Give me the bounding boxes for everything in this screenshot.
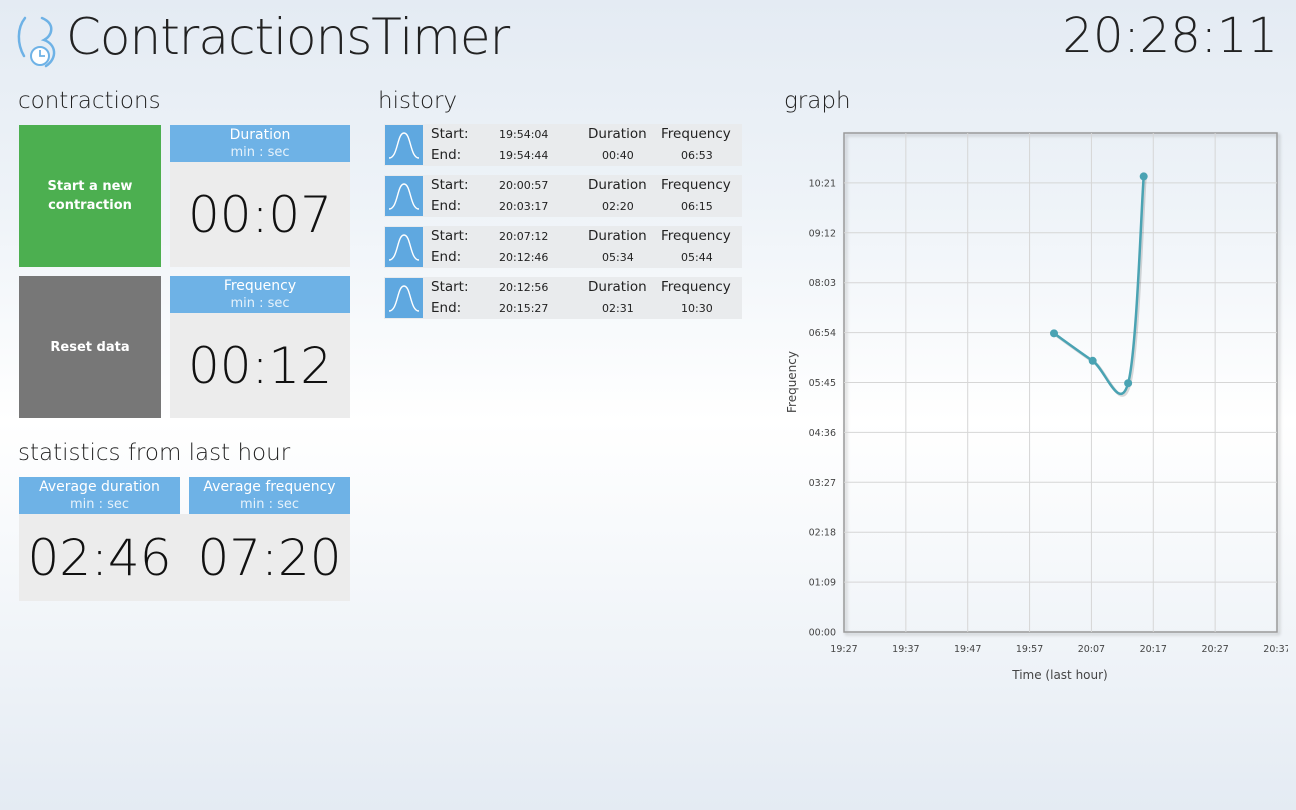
contraction-curve-icon	[385, 125, 423, 165]
average-duration-header: Average duration min : sec	[19, 477, 180, 515]
y-tick-label: 05:45	[809, 378, 836, 389]
history-row: Start: End: 20:07:12 20:12:46 Duration 05:34 F…	[384, 226, 742, 268]
row-duration: 02:31	[602, 302, 634, 315]
frequency-chart: 19:27 19:37 19:47 19:57 20:07 20:17 20:27 20:37…	[785, 132, 1288, 682]
y-tick-label: 03:27	[809, 478, 836, 489]
chart-grid	[844, 133, 1277, 632]
end-label: End:	[431, 147, 462, 163]
row-frequency: 06:15	[681, 200, 713, 213]
history-heading: history	[378, 88, 458, 114]
end-label: End:	[431, 300, 462, 316]
duration-title: Duration	[229, 127, 291, 143]
contraction-curve-icon	[385, 278, 423, 318]
duration-value: 00:07	[170, 162, 350, 267]
start-button-label: Start a new contraction	[47, 179, 133, 213]
average-duration-title: Average duration	[39, 479, 160, 495]
x-tick-label: 19:57	[1016, 644, 1043, 655]
duration-label: Duration	[588, 228, 647, 244]
start-time: 20:00:57	[499, 179, 549, 192]
row-frequency: 10:30	[681, 302, 713, 315]
average-duration-unit: min : sec	[69, 497, 130, 512]
x-tick-label: 19:47	[954, 644, 981, 655]
end-time: 20:12:46	[499, 251, 549, 264]
pregnancy-clock-icon	[17, 16, 56, 68]
history-row: Start: End: 19:54:04 19:54:44 Duration 00:40 F…	[384, 124, 742, 166]
y-axis-label: Frequency	[785, 351, 799, 413]
row-duration: 00:40	[602, 149, 634, 162]
y-tick-label: 10:21	[809, 178, 836, 189]
average-duration-value: 02:46	[27, 528, 172, 587]
y-axis-ticks: 00:00 01:09 02:18 03:27 04:36 05:45 06:54 08:03…	[809, 178, 836, 638]
end-time: 20:03:17	[499, 200, 549, 213]
statistics-panel	[19, 514, 350, 601]
row-frequency: 05:44	[681, 251, 713, 264]
x-tick-label: 20:27	[1201, 644, 1228, 655]
history-row: Start: End: 20:12:56 20:15:27 Duration 02:31 F…	[384, 277, 742, 319]
x-tick-label: 20:17	[1140, 644, 1167, 655]
frequency-label: Frequency	[661, 177, 731, 193]
contraction-curve-icon	[385, 176, 423, 216]
data-point	[1139, 172, 1148, 181]
x-tick-label: 19:27	[830, 644, 857, 655]
row-duration: 02:20	[602, 200, 634, 213]
history-row: Start: End: 20:00:57 20:03:17 Duration 02:20 F…	[384, 175, 742, 217]
duration-unit: min : sec	[230, 145, 290, 160]
y-tick-label: 08:03	[809, 278, 836, 289]
start-time: 20:07:12	[499, 230, 549, 243]
frequency-label: Frequency	[661, 126, 731, 142]
average-frequency-title: Average frequency	[203, 479, 336, 495]
start-time: 20:12:56	[499, 281, 549, 294]
start-label: Start:	[431, 228, 469, 244]
start-time: 19:54:04	[499, 128, 549, 141]
row-frequency: 06:53	[681, 149, 713, 162]
x-axis-label: Time (last hour)	[1011, 668, 1108, 682]
contractions-heading: contractions	[18, 88, 161, 114]
duration-header: Duration min : sec	[170, 125, 350, 163]
series-line	[1053, 176, 1145, 395]
data-point	[1124, 379, 1133, 388]
chart-series	[1050, 172, 1148, 397]
average-frequency-header: Average frequency min : sec	[189, 477, 350, 515]
y-tick-label: 02:18	[809, 528, 836, 539]
start-label: Start:	[431, 177, 469, 193]
frequency-label: Frequency	[661, 279, 731, 295]
duration-label: Duration	[588, 177, 647, 193]
x-tick-label: 20:37	[1263, 644, 1288, 655]
average-frequency-value: 07:20	[197, 528, 342, 587]
frequency-unit: min : sec	[230, 296, 290, 311]
y-tick-label: 01:09	[809, 578, 836, 589]
reset-data-button[interactable]: Reset data	[19, 276, 161, 418]
app-title: ContractionsTimer	[66, 8, 510, 66]
duration-label: Duration	[588, 126, 647, 142]
frequency-title: Frequency	[223, 278, 297, 294]
end-label: End:	[431, 249, 462, 265]
data-point	[1088, 356, 1097, 365]
frequency-value: 00:12	[170, 313, 350, 418]
current-time: 20:28:11	[1062, 8, 1278, 64]
average-frequency-unit: min : sec	[239, 497, 300, 512]
statistics-heading: statistics from last hour	[18, 440, 291, 466]
frequency-label: Frequency	[661, 228, 731, 244]
duration-label: Duration	[588, 279, 647, 295]
x-tick-label: 19:37	[892, 644, 919, 655]
contraction-curve-icon	[385, 227, 423, 267]
end-time: 19:54:44	[499, 149, 549, 162]
reset-button-label: Reset data	[50, 339, 130, 355]
end-time: 20:15:27	[499, 302, 549, 315]
start-label: Start:	[431, 126, 469, 142]
graph-heading: graph	[784, 88, 851, 114]
y-tick-label: 00:00	[809, 628, 836, 639]
frequency-header: Frequency min : sec	[170, 276, 350, 314]
start-new-contraction-button[interactable]: Start a new contraction	[19, 125, 161, 267]
y-tick-label: 06:54	[809, 328, 836, 339]
start-label: Start:	[431, 279, 469, 295]
end-label: End:	[431, 198, 462, 214]
x-tick-label: 20:07	[1078, 644, 1105, 655]
y-tick-label: 04:36	[809, 428, 836, 439]
x-axis-ticks: 19:27 19:37 19:47 19:57 20:07 20:17 20:27 20:37	[830, 644, 1288, 655]
y-tick-label: 09:12	[809, 228, 836, 239]
row-duration: 05:34	[602, 251, 634, 264]
data-point	[1050, 329, 1059, 338]
